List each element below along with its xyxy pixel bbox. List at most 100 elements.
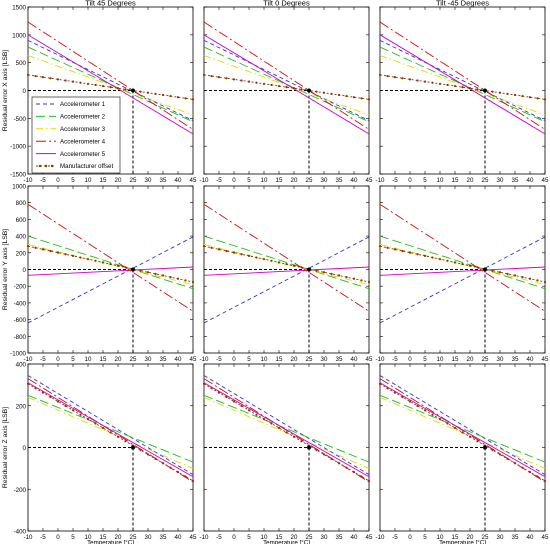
x-tick-label: 5 (423, 534, 427, 541)
manufacturer-offset-marker (247, 409, 251, 412)
reference-point (131, 88, 135, 93)
x-tick-label: 35 (512, 356, 519, 363)
series-line-accelerometer-4 (27, 21, 194, 130)
manufacturer-offset-marker (270, 83, 273, 87)
manufacturer-offset-marker (337, 462, 341, 465)
series-line-accelerometer-5 (379, 34, 546, 135)
manufacturer-offset-marker (536, 475, 539, 478)
series-line-accelerometer-2 (27, 394, 194, 463)
manufacturer-offset-marker (109, 431, 112, 434)
manufacturer-offset-marker (431, 81, 434, 84)
manufacturer-offset-marker (330, 272, 333, 275)
manufacturer-offset-marker (154, 92, 157, 95)
manufacturer-offset-marker (513, 274, 517, 277)
manufacturer-offset-marker (41, 391, 45, 394)
x-tick-label: -10 (376, 534, 386, 541)
x-tick-label: 20 (115, 534, 122, 541)
manufacturer-offset-marker (330, 457, 333, 460)
x-tick-label: 35 (160, 356, 167, 363)
subplot-r3-c2: -10 -5 0 5 10 15 20 25 30 35 40 45 Temperature [°C] (200, 363, 373, 544)
manufacturer-offset-marker (26, 382, 30, 385)
x-tick-label: 20 (291, 177, 298, 184)
manufacturer-offset-marker (41, 76, 45, 79)
x-tick-label: 30 (145, 356, 152, 363)
y-tick-label: -200 (14, 284, 27, 291)
manufacturer-offset-marker (247, 254, 251, 258)
manufacturer-offset-marker (285, 262, 288, 266)
x-tick-label: 30 (145, 534, 152, 541)
x-tick-label: 0 (56, 356, 60, 363)
x-tick-label: -5 (40, 534, 46, 541)
manufacturer-offset-marker (345, 466, 348, 469)
manufacturer-offset-marker (26, 73, 30, 77)
manufacturer-offset-marker (41, 248, 45, 251)
manufacturer-offset-marker (161, 462, 165, 465)
manufacturer-offset-marker (146, 91, 150, 94)
manufacturer-offset-marker (124, 88, 127, 91)
manufacturer-offset-marker (416, 79, 419, 82)
manufacturer-offset-marker (513, 462, 517, 465)
x-axis-title: Temperature [°C] (263, 540, 310, 544)
manufacturer-offset-marker (453, 84, 457, 88)
x-tick-label: 0 (232, 177, 236, 184)
y-tick-label: 600 (16, 217, 27, 224)
series-line-accelerometer-2 (379, 46, 546, 123)
manufacturer-offset-marker (521, 276, 524, 279)
series-line-accelerometer-5 (379, 266, 546, 276)
manufacturer-offset-marker (352, 96, 356, 99)
x-tick-label: -5 (392, 177, 398, 184)
manufacturer-offset-marker (146, 453, 150, 456)
manufacturer-offset-marker (124, 266, 127, 269)
manufacturer-offset-marker (337, 93, 341, 97)
x-tick-label: 10 (437, 177, 444, 184)
manufacturer-offset-marker (277, 84, 281, 88)
manufacturer-offset-marker (528, 96, 532, 99)
manufacturer-offset-marker (446, 83, 449, 87)
subplot-r1-c3: -10 -5 0 5 10 15 20 25 30 35 40 45 Tilt -45 Degrees (376, 0, 549, 184)
manufacturer-offset-marker (247, 80, 251, 83)
x-tick-label: 5 (247, 356, 251, 363)
x-tick-label: -5 (392, 534, 398, 541)
manufacturer-offset-marker (292, 264, 296, 267)
manufacturer-offset-marker (26, 245, 30, 248)
legend-label: Accelerometer 5 (60, 151, 106, 158)
x-tick-label: 0 (56, 177, 60, 184)
x-tick-label: -5 (216, 356, 222, 363)
y-axis-title: Residual error X axis [LSB] (2, 50, 9, 132)
manufacturer-offset-marker (513, 93, 517, 97)
x-tick-label: 15 (276, 534, 283, 541)
x-tick-label: 40 (175, 177, 182, 184)
manufacturer-offset-marker (210, 74, 213, 78)
manufacturer-offset-marker (322, 271, 326, 274)
manufacturer-offset-marker (176, 96, 180, 99)
x-tick-label: 0 (232, 534, 236, 541)
manufacturer-offset-marker (330, 92, 333, 95)
manufacturer-offset-marker (225, 395, 228, 399)
manufacturer-offset-marker (401, 77, 404, 80)
x-tick-label: -10 (24, 356, 34, 363)
manufacturer-offset-marker (315, 448, 318, 452)
series-line-accelerometer-3 (27, 244, 194, 285)
series-line-accelerometer-2 (27, 235, 194, 290)
manufacturer-offset-marker (255, 81, 258, 84)
x-tick-label: 35 (336, 356, 343, 363)
series-line-accelerometer-4 (27, 203, 194, 312)
manufacturer-offset-marker (71, 254, 75, 258)
series-line-accelerometer-5 (203, 34, 370, 135)
manufacturer-offset-marker (154, 272, 157, 275)
manufacturer-offset-marker (378, 73, 382, 77)
x-tick-label: -5 (392, 356, 398, 363)
manufacturer-offset-marker (262, 418, 266, 421)
series-line-accelerometer-5 (27, 34, 194, 135)
y-tick-label: -400 (14, 529, 27, 536)
manufacturer-offset-marker (360, 97, 363, 100)
x-tick-label: 25 (130, 534, 137, 541)
manufacturer-offset-marker (416, 253, 419, 256)
y-axis-title: Residual error Y axis [LSB] (2, 229, 9, 310)
series-line-accelerometer-3 (203, 55, 370, 116)
manufacturer-offset-marker (360, 475, 363, 478)
manufacturer-offset-marker (292, 435, 296, 438)
x-tick-label: 10 (261, 534, 268, 541)
manufacturer-offset-marker (543, 280, 547, 284)
